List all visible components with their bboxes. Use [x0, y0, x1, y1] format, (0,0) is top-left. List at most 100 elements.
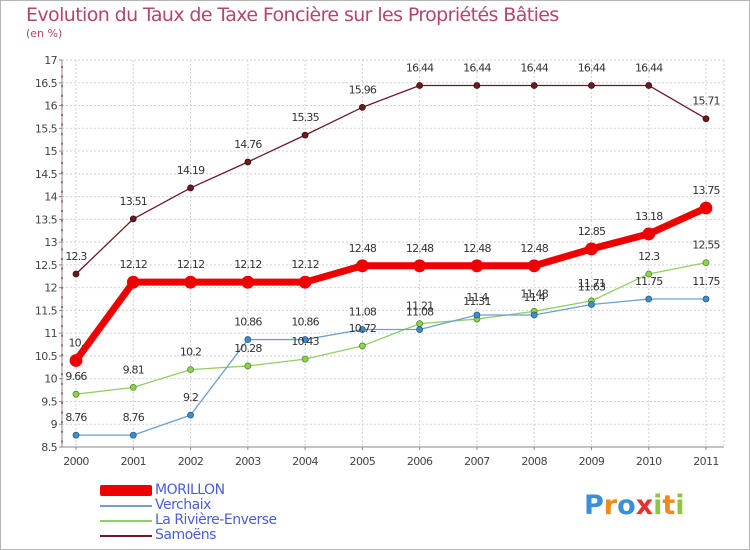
data-point-samo-ns: [358, 103, 366, 111]
data-point-samo-ns: [588, 82, 595, 89]
data-label-la-rivi-re-enverse: 11.31: [463, 295, 491, 308]
data-label-la-rivi-re-enverse: 10.72: [349, 322, 377, 335]
y-tick-label: 9: [51, 418, 58, 431]
y-tick-label: 12: [44, 282, 57, 295]
data-label-verchaix: 9.2: [183, 391, 198, 404]
data-point-verchaix: [473, 311, 481, 319]
data-point-morillon: [69, 354, 83, 367]
logo-letter: i: [653, 490, 663, 521]
data-point-morillon: [642, 227, 656, 241]
data-point-samo-ns: [244, 158, 252, 166]
axes: [59, 59, 724, 450]
data-label-verchaix: 11.4: [466, 291, 488, 304]
logo-letter: t: [662, 490, 676, 521]
data-label-morillon: 12.48: [520, 242, 548, 255]
x-tick-label: 2008: [521, 455, 547, 468]
data-label-samo-ns: 12.3: [65, 250, 87, 263]
y-tick-label: 15.5: [35, 122, 58, 135]
data-label-verchaix: 11.63: [578, 280, 606, 293]
logo-letter: o: [617, 490, 636, 521]
logo-letter: r: [603, 490, 618, 521]
data-point-samo-ns: [187, 184, 194, 192]
x-tick-label: 2004: [292, 455, 318, 468]
y-tick-label: 16.5: [35, 77, 58, 90]
data-point-morillon: [413, 259, 427, 273]
y-axis-ticks: 8.5 9 9.5 10 10.5 11 11.5 12 12.5 13 13.5 14 14.5 15 1…: [35, 54, 58, 454]
legend-label-morillon: MORILLON: [155, 482, 225, 498]
proxiti-logo: Proxiti: [584, 490, 685, 521]
y-tick-label: 13: [44, 236, 57, 249]
data-point-morillon: [298, 275, 312, 289]
data-point-morillon: [527, 259, 541, 273]
data-label-morillon: 12.48: [463, 242, 491, 255]
data-label-la-rivi-re-enverse: 11.48: [520, 287, 548, 300]
data-label-samo-ns: 16.44: [635, 61, 663, 74]
data-label-samo-ns: 13.51: [120, 195, 148, 208]
data-point-samo-ns: [702, 115, 710, 123]
data-label-verchaix: 11.75: [692, 275, 720, 288]
data-label-la-rivi-re-enverse: 12.3: [638, 250, 660, 263]
data-label-morillon: 10.: [68, 336, 83, 349]
series-line-verchaix: [75, 298, 707, 436]
data-point-samo-ns: [72, 270, 80, 278]
legend-label-verchaix: Verchaix: [155, 497, 211, 513]
chart-title: Evolution du Taux de Taxe Foncière sur l…: [26, 4, 559, 26]
data-label-la-rivi-re-enverse: 9.81: [123, 363, 144, 376]
data-point-verchaix: [129, 431, 137, 439]
y-tick-label: 10: [44, 373, 57, 386]
data-label-la-rivi-re-enverse: 10.28: [234, 342, 262, 355]
data-label-la-rivi-re-enverse: 12.55: [692, 239, 720, 252]
y-tick-label: 17: [44, 54, 57, 67]
data-label-verchaix: 10.86: [234, 316, 262, 329]
data-label-la-rivi-re-enverse: 11.21: [406, 300, 434, 313]
legend-label-samoens: Samoëns: [155, 527, 216, 543]
y-tick-label: 13.5: [35, 213, 58, 226]
data-point-verchaix: [702, 295, 710, 303]
data-point-morillon: [585, 242, 598, 256]
x-tick-label: 2003: [235, 455, 261, 468]
legend-swatch-la-riviere-enverse: [100, 520, 152, 522]
data-label-verchaix: 11.08: [406, 306, 434, 319]
data-point-verchaix: [645, 295, 653, 303]
series-layer: [69, 82, 713, 439]
data-label-samo-ns: 16.44: [578, 61, 606, 74]
y-tick-label: 8.5: [41, 441, 57, 454]
x-tick-label: 2007: [464, 455, 490, 468]
data-point-la-rivi-re-enverse: [187, 366, 194, 374]
data-point-la-rivi-re-enverse: [72, 390, 80, 398]
data-label-samo-ns: 16.44: [463, 61, 491, 74]
data-point-morillon: [241, 275, 255, 289]
data-label-verchaix: 8.76: [65, 411, 87, 424]
y-tick-label: 10.5: [35, 350, 58, 363]
data-point-la-rivi-re-enverse: [129, 383, 137, 391]
data-point-verchaix: [588, 301, 595, 308]
data-label-samo-ns: 15.96: [349, 83, 377, 96]
data-label-morillon: 12.12: [120, 258, 148, 271]
y-tick-label: 14.5: [35, 168, 58, 181]
data-label-la-rivi-re-enverse: 10.43: [291, 335, 319, 348]
y-tick-label: 9.5: [41, 395, 57, 408]
data-point-morillon: [184, 275, 197, 289]
data-label-morillon: 13.18: [635, 210, 663, 223]
y-tick-label: 11.5: [35, 304, 58, 317]
y-tick-label: 11: [44, 327, 57, 340]
data-label-morillon: 12.12: [291, 258, 319, 271]
logo-letter: x: [635, 490, 654, 521]
legend-swatch-samoens: [100, 535, 152, 537]
data-label-samo-ns: 15.35: [291, 111, 319, 124]
data-label-morillon: 12.48: [349, 242, 377, 255]
chart-subtitle: (en %): [26, 27, 63, 40]
y-tick-label: 16: [44, 100, 57, 113]
data-label-samo-ns: 14.76: [234, 138, 262, 151]
data-point-samo-ns: [645, 82, 653, 89]
data-point-la-rivi-re-enverse: [416, 320, 424, 328]
data-label-morillon: 12.48: [406, 242, 434, 255]
x-tick-label: 2010: [636, 455, 662, 468]
data-point-verchaix: [358, 326, 366, 333]
x-tick-label: 2009: [579, 455, 605, 468]
data-point-morillon: [699, 201, 713, 215]
data-label-morillon: 12.12: [234, 258, 262, 271]
data-label-verchaix: 10.86: [291, 316, 319, 329]
